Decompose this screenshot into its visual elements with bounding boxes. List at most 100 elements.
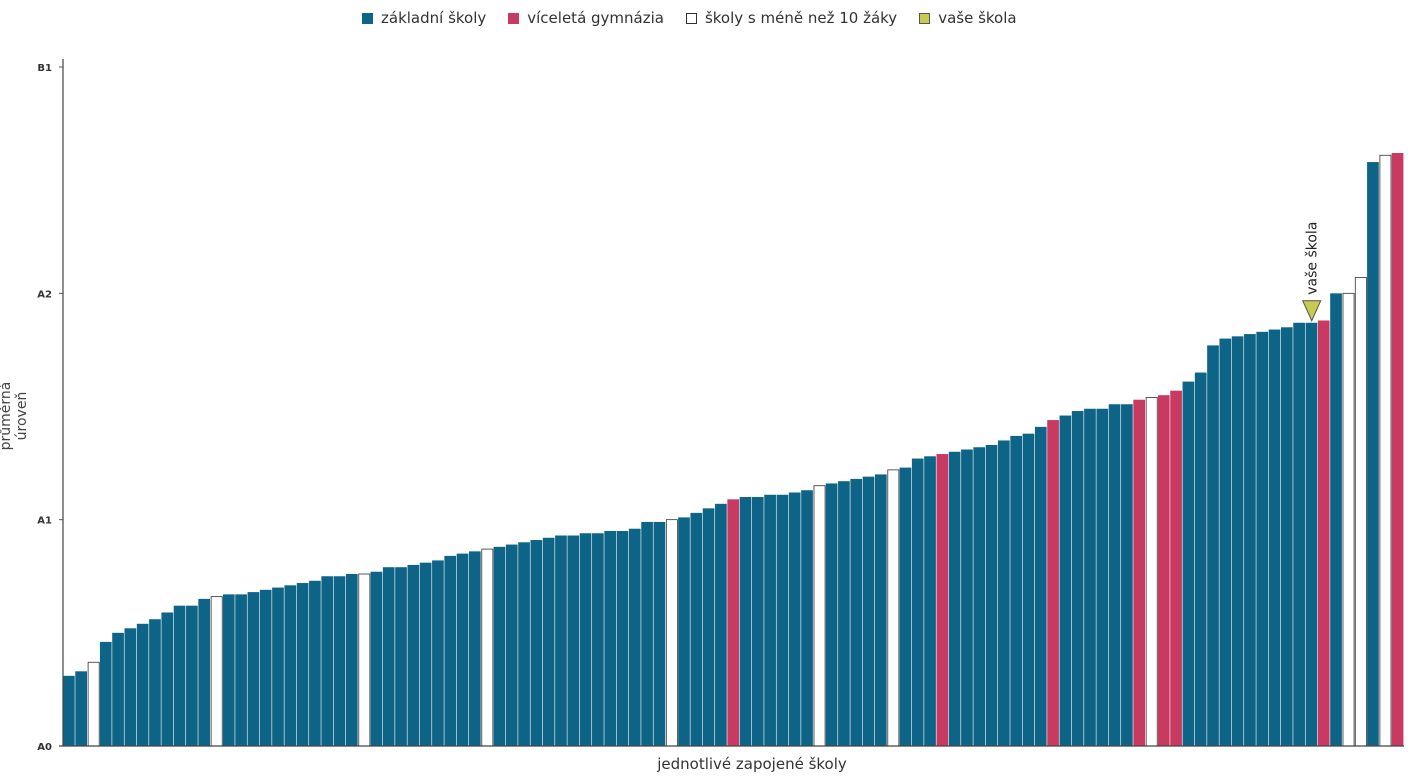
bar bbox=[604, 530, 617, 746]
bar bbox=[751, 497, 764, 746]
bar bbox=[161, 612, 174, 746]
bar bbox=[1071, 411, 1084, 746]
bar bbox=[124, 628, 137, 746]
bar bbox=[899, 467, 912, 746]
bar bbox=[1022, 433, 1035, 746]
bar bbox=[1121, 404, 1133, 746]
bar bbox=[1244, 334, 1256, 746]
bar bbox=[1317, 320, 1330, 746]
bar bbox=[1034, 426, 1047, 746]
legend-item-viceleta-gymnazia: víceletá gymnázia bbox=[508, 9, 664, 27]
bar bbox=[961, 449, 973, 746]
bar bbox=[628, 528, 641, 746]
bar bbox=[1133, 399, 1146, 746]
bar bbox=[690, 512, 703, 746]
bar bbox=[1379, 154, 1392, 747]
legend-label-vase-skola: vaše škola bbox=[938, 9, 1017, 27]
bar bbox=[1047, 420, 1059, 746]
bar bbox=[850, 478, 863, 746]
bar bbox=[1342, 292, 1355, 747]
bar bbox=[1194, 372, 1207, 746]
y-tick-label: A0 bbox=[37, 742, 52, 753]
bar bbox=[1145, 397, 1158, 747]
bar bbox=[75, 671, 87, 746]
legend: základní školy víceletá gymnázia školy s… bbox=[362, 9, 1017, 27]
bar bbox=[592, 533, 604, 746]
legend-item-male-skoly: školy s méně než 10 žáky bbox=[685, 9, 898, 27]
bar bbox=[284, 585, 297, 746]
bar bbox=[678, 517, 690, 746]
bar bbox=[210, 596, 223, 747]
bar bbox=[1367, 162, 1379, 746]
bar bbox=[247, 592, 260, 746]
legend-item-zakladni-skoly: základní školy bbox=[362, 9, 486, 27]
bar bbox=[1108, 404, 1121, 746]
bar bbox=[198, 598, 211, 746]
bar bbox=[309, 580, 321, 746]
bar bbox=[259, 589, 272, 746]
bar bbox=[911, 458, 924, 746]
bar bbox=[1231, 336, 1244, 746]
bar bbox=[776, 494, 789, 746]
bar bbox=[874, 474, 887, 746]
bar bbox=[1157, 395, 1170, 746]
legend-label-zakladni-skoly: základní školy bbox=[381, 9, 487, 27]
bar bbox=[136, 623, 149, 746]
bar bbox=[1256, 331, 1269, 746]
bar bbox=[333, 576, 346, 746]
bar bbox=[665, 519, 678, 747]
bar bbox=[296, 583, 309, 746]
bar bbox=[419, 562, 432, 746]
y-tick-label: A2 bbox=[37, 289, 52, 300]
bar bbox=[1305, 322, 1318, 746]
bar bbox=[518, 542, 530, 746]
bar bbox=[887, 469, 900, 747]
bar bbox=[1391, 153, 1404, 746]
bar bbox=[173, 605, 186, 746]
bar bbox=[1059, 415, 1072, 746]
bar bbox=[112, 632, 124, 746]
y-tick-label: B1 bbox=[37, 63, 52, 74]
bar bbox=[1354, 277, 1367, 747]
bar bbox=[272, 587, 284, 746]
bar bbox=[641, 521, 653, 746]
bar bbox=[358, 573, 371, 747]
bar bbox=[432, 560, 444, 746]
legend-swatch-viceleta-gymnazia bbox=[508, 12, 520, 24]
bar bbox=[1330, 293, 1342, 746]
bar bbox=[1293, 322, 1305, 746]
bar bbox=[838, 481, 850, 746]
bar bbox=[321, 576, 334, 746]
bar bbox=[481, 548, 494, 747]
bar bbox=[505, 544, 518, 746]
bar bbox=[985, 444, 998, 746]
bar bbox=[87, 661, 100, 747]
legend-swatch-male-skoly bbox=[685, 12, 697, 24]
bar bbox=[715, 503, 727, 746]
bar bbox=[186, 605, 198, 746]
bar bbox=[924, 456, 936, 746]
bar bbox=[653, 521, 666, 746]
bar bbox=[1182, 381, 1195, 746]
bar bbox=[788, 492, 801, 746]
bar bbox=[973, 447, 986, 746]
legend-item-vase-skola: vaše škola bbox=[919, 9, 1017, 27]
bar bbox=[948, 451, 961, 746]
bar bbox=[99, 641, 112, 746]
bar bbox=[579, 533, 592, 746]
bar bbox=[345, 573, 358, 746]
bar bbox=[862, 476, 875, 746]
legend-swatch-vase-skola bbox=[919, 12, 931, 24]
bar bbox=[1096, 408, 1109, 746]
legend-label-viceleta-gymnazia: víceletá gymnázia bbox=[527, 9, 664, 27]
bar bbox=[456, 553, 469, 746]
bar bbox=[235, 594, 247, 746]
bar bbox=[493, 546, 506, 746]
bar bbox=[555, 535, 567, 746]
x-axis-title: jednotlivé zapojené školy bbox=[657, 755, 847, 773]
legend-label-male-skoly: školy s méně než 10 žáky bbox=[704, 9, 898, 27]
bar bbox=[936, 454, 949, 746]
bar bbox=[1084, 408, 1096, 746]
bar bbox=[370, 571, 383, 746]
